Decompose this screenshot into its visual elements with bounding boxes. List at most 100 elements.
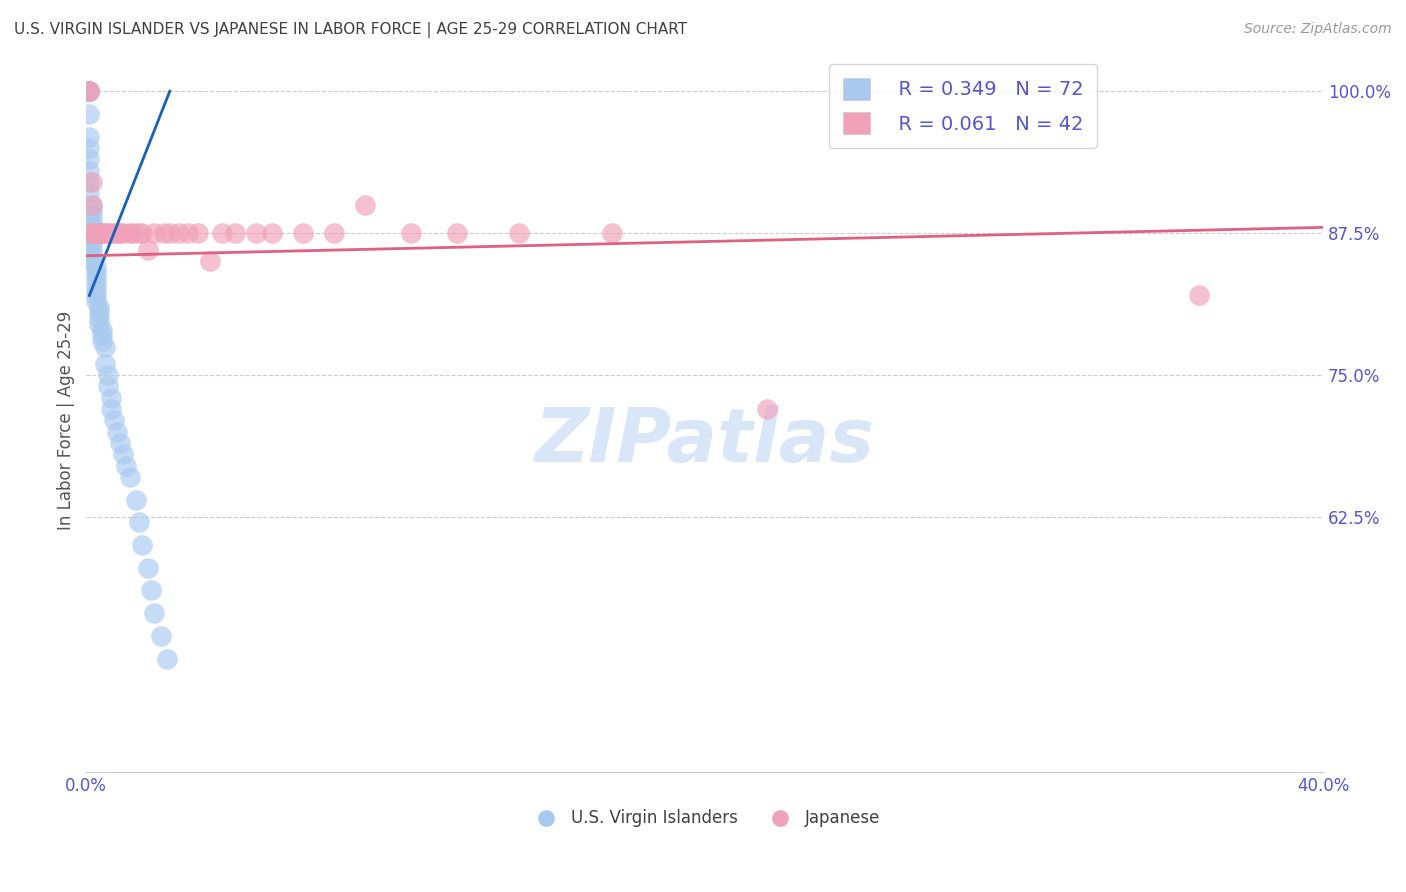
Point: [105, 425, 128, 439]
Point: [84, 266, 107, 280]
Point: [79, 84, 101, 98]
Point: [79, 141, 101, 155]
Point: [79, 84, 101, 98]
Point: [82, 215, 104, 229]
Point: [141, 583, 163, 598]
Point: [82, 209, 104, 223]
Point: [79, 84, 101, 98]
Point: [82, 226, 104, 240]
Point: [82, 226, 104, 240]
Text: Source: ZipAtlas.com: Source: ZipAtlas.com: [1244, 22, 1392, 37]
Point: [110, 436, 132, 450]
Point: [82, 243, 104, 257]
Point: [82, 226, 104, 240]
Point: [446, 226, 468, 240]
Point: [82, 226, 104, 240]
Point: [187, 226, 209, 240]
Point: [291, 226, 314, 240]
Point: [84, 271, 107, 285]
Point: [82, 226, 104, 240]
Point: [131, 538, 153, 552]
Point: [211, 226, 233, 240]
Point: [100, 391, 122, 405]
Point: [97, 379, 120, 393]
Point: [755, 401, 778, 416]
Point: [94, 226, 117, 240]
Point: [84, 226, 107, 240]
Point: [82, 175, 104, 189]
Point: [167, 226, 190, 240]
Point: [82, 226, 104, 240]
Point: [84, 288, 107, 302]
Point: [87, 317, 110, 331]
Point: [79, 84, 101, 98]
Point: [79, 84, 101, 98]
Point: [82, 226, 104, 240]
Point: [79, 153, 101, 167]
Y-axis label: In Labor Force | Age 25-29: In Labor Force | Age 25-29: [58, 310, 75, 530]
Point: [79, 175, 101, 189]
Point: [87, 300, 110, 314]
Point: [90, 334, 112, 348]
Point: [112, 226, 135, 240]
Point: [143, 226, 166, 240]
Point: [79, 107, 101, 121]
Point: [399, 226, 422, 240]
Point: [508, 226, 530, 240]
Point: [103, 413, 125, 427]
Point: [82, 226, 104, 240]
Point: [149, 629, 172, 643]
Point: [121, 226, 143, 240]
Point: [112, 447, 135, 461]
Point: [82, 226, 104, 240]
Point: [245, 226, 267, 240]
Point: [82, 226, 104, 240]
Point: [159, 226, 181, 240]
Point: [82, 226, 104, 240]
Point: [82, 226, 104, 240]
Point: [94, 357, 117, 371]
Point: [353, 197, 375, 211]
Point: [82, 226, 104, 240]
Point: [97, 368, 120, 382]
Point: [143, 606, 166, 620]
Point: [322, 226, 344, 240]
Point: [82, 249, 104, 263]
Point: [79, 163, 101, 178]
Point: [198, 254, 221, 268]
Point: [115, 458, 138, 473]
Point: [79, 84, 101, 98]
Point: [156, 651, 179, 665]
Point: [97, 226, 120, 240]
Point: [79, 129, 101, 144]
Point: [90, 226, 112, 240]
Point: [79, 84, 101, 98]
Point: [118, 226, 141, 240]
Point: [105, 226, 128, 240]
Point: [82, 197, 104, 211]
Point: [224, 226, 246, 240]
Point: [100, 401, 122, 416]
Point: [79, 84, 101, 98]
Point: [128, 226, 150, 240]
Point: [84, 277, 107, 292]
Point: [152, 226, 174, 240]
Point: [136, 243, 159, 257]
Point: [84, 283, 107, 297]
Point: [87, 305, 110, 319]
Point: [82, 197, 104, 211]
Point: [100, 226, 122, 240]
Point: [118, 470, 141, 484]
Text: U.S. VIRGIN ISLANDER VS JAPANESE IN LABOR FORCE | AGE 25-29 CORRELATION CHART: U.S. VIRGIN ISLANDER VS JAPANESE IN LABO…: [14, 22, 688, 38]
Point: [128, 516, 150, 530]
Legend: U.S. Virgin Islanders, Japanese: U.S. Virgin Islanders, Japanese: [523, 803, 887, 834]
Point: [82, 226, 104, 240]
Point: [260, 226, 283, 240]
Point: [82, 254, 104, 268]
Point: [94, 339, 117, 353]
Point: [82, 232, 104, 246]
Point: [84, 294, 107, 309]
Point: [1188, 288, 1211, 302]
Point: [600, 226, 623, 240]
Point: [90, 226, 112, 240]
